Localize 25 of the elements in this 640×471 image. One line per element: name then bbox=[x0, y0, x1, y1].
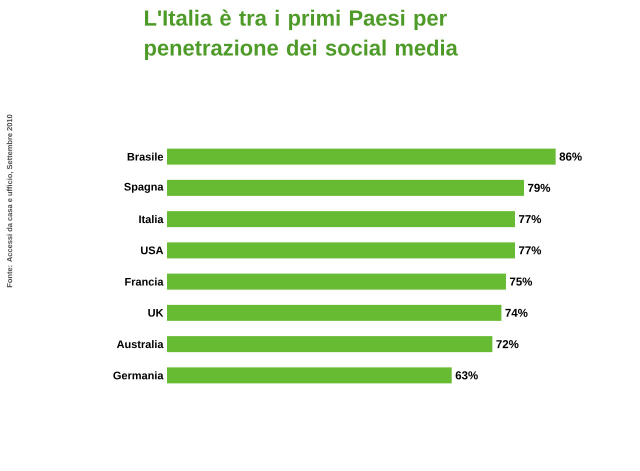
y-tick-label: Brasile bbox=[128, 152, 164, 161]
chart-title: L'Italia è tra i primi Paesi per penetrazione dei social media bbox=[144, 10, 458, 60]
bar bbox=[167, 274, 506, 290]
bar bbox=[167, 304, 502, 321]
data-label: 72% bbox=[496, 340, 519, 348]
y-tick-label: Italia bbox=[139, 215, 164, 224]
data-label: 79% bbox=[528, 184, 550, 192]
y-tick-label: USA bbox=[141, 246, 164, 254]
data-label: 63% bbox=[456, 371, 478, 380]
bar bbox=[167, 367, 452, 384]
data-label: 86% bbox=[560, 152, 582, 161]
data-label: 75% bbox=[510, 278, 532, 286]
y-tick-label: UK bbox=[148, 309, 164, 317]
data-label: 77% bbox=[518, 215, 542, 224]
y-tick-label: Spagna bbox=[124, 182, 164, 193]
y-tick-label: Francia bbox=[125, 278, 164, 286]
bar bbox=[167, 180, 524, 196]
bar bbox=[167, 148, 556, 165]
bar bbox=[167, 336, 492, 352]
y-tick-label: Australia bbox=[116, 340, 164, 348]
y-tick-label: Germania bbox=[113, 371, 164, 380]
data-label: 74% bbox=[505, 308, 528, 317]
bar bbox=[167, 242, 515, 258]
data-label: 77% bbox=[518, 246, 542, 254]
bar bbox=[167, 211, 515, 228]
